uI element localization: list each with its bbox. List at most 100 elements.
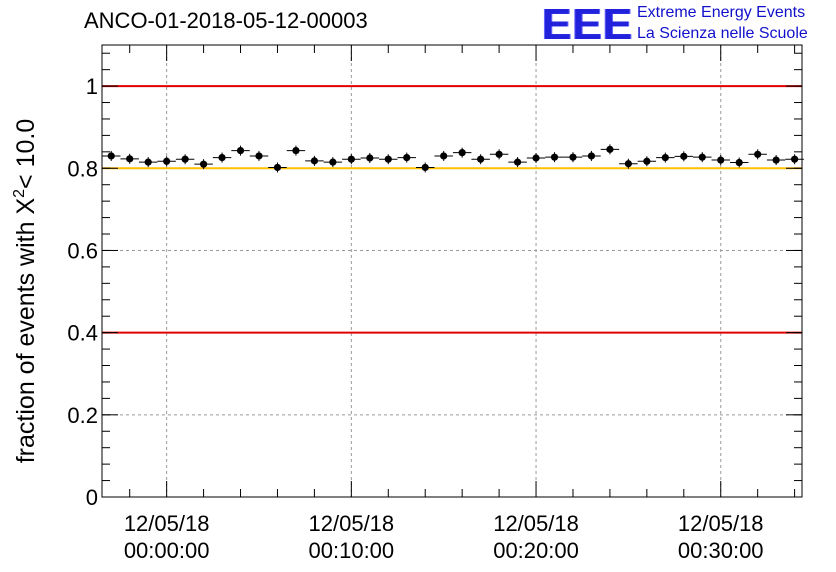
data-point — [452, 147, 472, 158]
data-point — [323, 157, 343, 168]
data-point-marker — [144, 158, 152, 166]
reference-lines — [102, 85, 802, 334]
data-point-marker — [513, 158, 522, 166]
data-point — [674, 151, 694, 162]
y-axis-label: fraction of events with X2< 10.0 — [11, 119, 40, 464]
data-point — [693, 152, 712, 163]
data-point-marker — [791, 155, 799, 163]
data-point — [249, 150, 269, 161]
data-point — [157, 156, 176, 167]
data-point — [619, 158, 638, 169]
y-tick-labels: 0 0.2 0.4 0.6 0.8 1 — [67, 74, 98, 510]
data-point-marker — [163, 157, 171, 165]
logo-line-1: Extreme Energy Events — [637, 4, 806, 21]
data-point-marker — [384, 155, 392, 163]
data-point-marker — [477, 155, 485, 163]
data-point-marker — [587, 152, 596, 160]
data-point-marker — [661, 153, 669, 162]
data-point-marker — [255, 152, 263, 160]
data-point — [379, 154, 398, 165]
data-point — [637, 156, 657, 167]
x-tick-labels: 12/05/1800:00:0012/05/1800:10:0012/05/18… — [124, 511, 764, 563]
plot-frame — [101, 44, 803, 498]
data-point-marker — [273, 163, 282, 172]
x-tick-label-date: 12/05/18 — [124, 511, 210, 536]
x-tick-label-time: 00:20:00 — [493, 538, 579, 563]
data-point-marker — [181, 155, 189, 163]
axis-ticks — [102, 45, 802, 498]
data-point — [138, 157, 158, 168]
data-point — [397, 152, 416, 163]
eee-logo: EEE Extreme Energy Events La Scienza nel… — [542, 0, 832, 49]
data-point — [656, 152, 675, 163]
x-tick-label-date: 12/05/18 — [493, 511, 579, 536]
data-point-marker — [440, 152, 448, 160]
data-point — [175, 154, 195, 165]
data-point-marker — [421, 163, 429, 172]
data-point — [212, 152, 232, 163]
data-point — [545, 152, 564, 163]
grid — [102, 45, 802, 498]
data-point — [563, 152, 583, 163]
x-tick-label-time: 00:30:00 — [678, 538, 764, 563]
data-point-marker — [366, 154, 374, 162]
data-point-marker — [606, 145, 614, 153]
eee-logo-mark: EEE — [542, 0, 634, 49]
data-point-marker — [772, 156, 780, 164]
data-point — [231, 145, 250, 156]
data-point — [434, 150, 453, 161]
x-tick-label-date: 12/05/18 — [678, 511, 764, 536]
x-tick-label-time: 00:10:00 — [309, 538, 395, 563]
data-point — [785, 154, 804, 165]
data-point-marker — [698, 153, 706, 161]
y-axis-label-exponent: 2 — [11, 189, 28, 198]
data-point-marker — [310, 157, 319, 165]
data-point — [102, 150, 121, 161]
data-point — [360, 153, 380, 163]
data-point-marker — [735, 158, 743, 167]
data-point-marker — [643, 157, 651, 165]
y-tick-label: 0.4 — [67, 321, 98, 346]
data-point-marker — [532, 154, 540, 162]
data-point-marker — [107, 152, 115, 160]
y-axis-label-symbol: X — [12, 198, 40, 215]
data-point-marker — [292, 147, 300, 155]
y-tick-label: 0 — [86, 485, 98, 510]
data-point-marker — [218, 153, 226, 162]
y-axis-label-text: fraction of events with — [12, 221, 40, 463]
data-point — [508, 157, 527, 168]
data-point — [286, 145, 306, 156]
data-point — [748, 149, 767, 160]
data-point-marker — [680, 152, 688, 160]
x-tick-label-date: 12/05/18 — [309, 511, 395, 536]
data-point-marker — [624, 160, 632, 168]
data-point — [526, 153, 546, 163]
y-axis-label-tail: < 10.0 — [12, 119, 40, 189]
data-point-marker — [347, 155, 355, 163]
data-point-marker — [754, 150, 762, 158]
data-point — [600, 144, 620, 155]
y-tick-label: 0.2 — [67, 403, 98, 428]
data-point — [711, 155, 730, 166]
data-point — [342, 154, 361, 165]
data-point-marker — [403, 153, 411, 162]
data-point-marker — [236, 147, 245, 155]
data-point-marker — [569, 153, 577, 161]
x-tick-label-time: 00:00:00 — [124, 538, 210, 563]
data-point — [120, 153, 139, 164]
data-point — [582, 150, 601, 161]
data-point — [766, 155, 786, 166]
y-tick-label: 1 — [86, 74, 98, 99]
y-tick-label: 0.8 — [67, 156, 98, 181]
data-point-marker — [550, 153, 559, 161]
logo-line-2: La Scienza nelle Scuole — [637, 25, 808, 42]
data-point — [268, 162, 287, 173]
y-tick-label: 0.6 — [67, 238, 98, 263]
data-point-marker — [126, 155, 134, 163]
data-point-marker — [458, 149, 466, 157]
data-point-marker — [199, 160, 208, 168]
data-point-marker — [495, 150, 503, 158]
data-point-marker — [717, 156, 725, 164]
data-point — [415, 162, 435, 173]
